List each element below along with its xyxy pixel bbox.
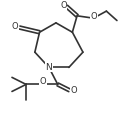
Text: O: O — [70, 86, 77, 95]
Text: O: O — [91, 12, 97, 21]
Text: N: N — [46, 63, 52, 72]
Text: O: O — [12, 22, 18, 31]
Text: O: O — [40, 77, 46, 86]
Text: O: O — [60, 1, 67, 10]
